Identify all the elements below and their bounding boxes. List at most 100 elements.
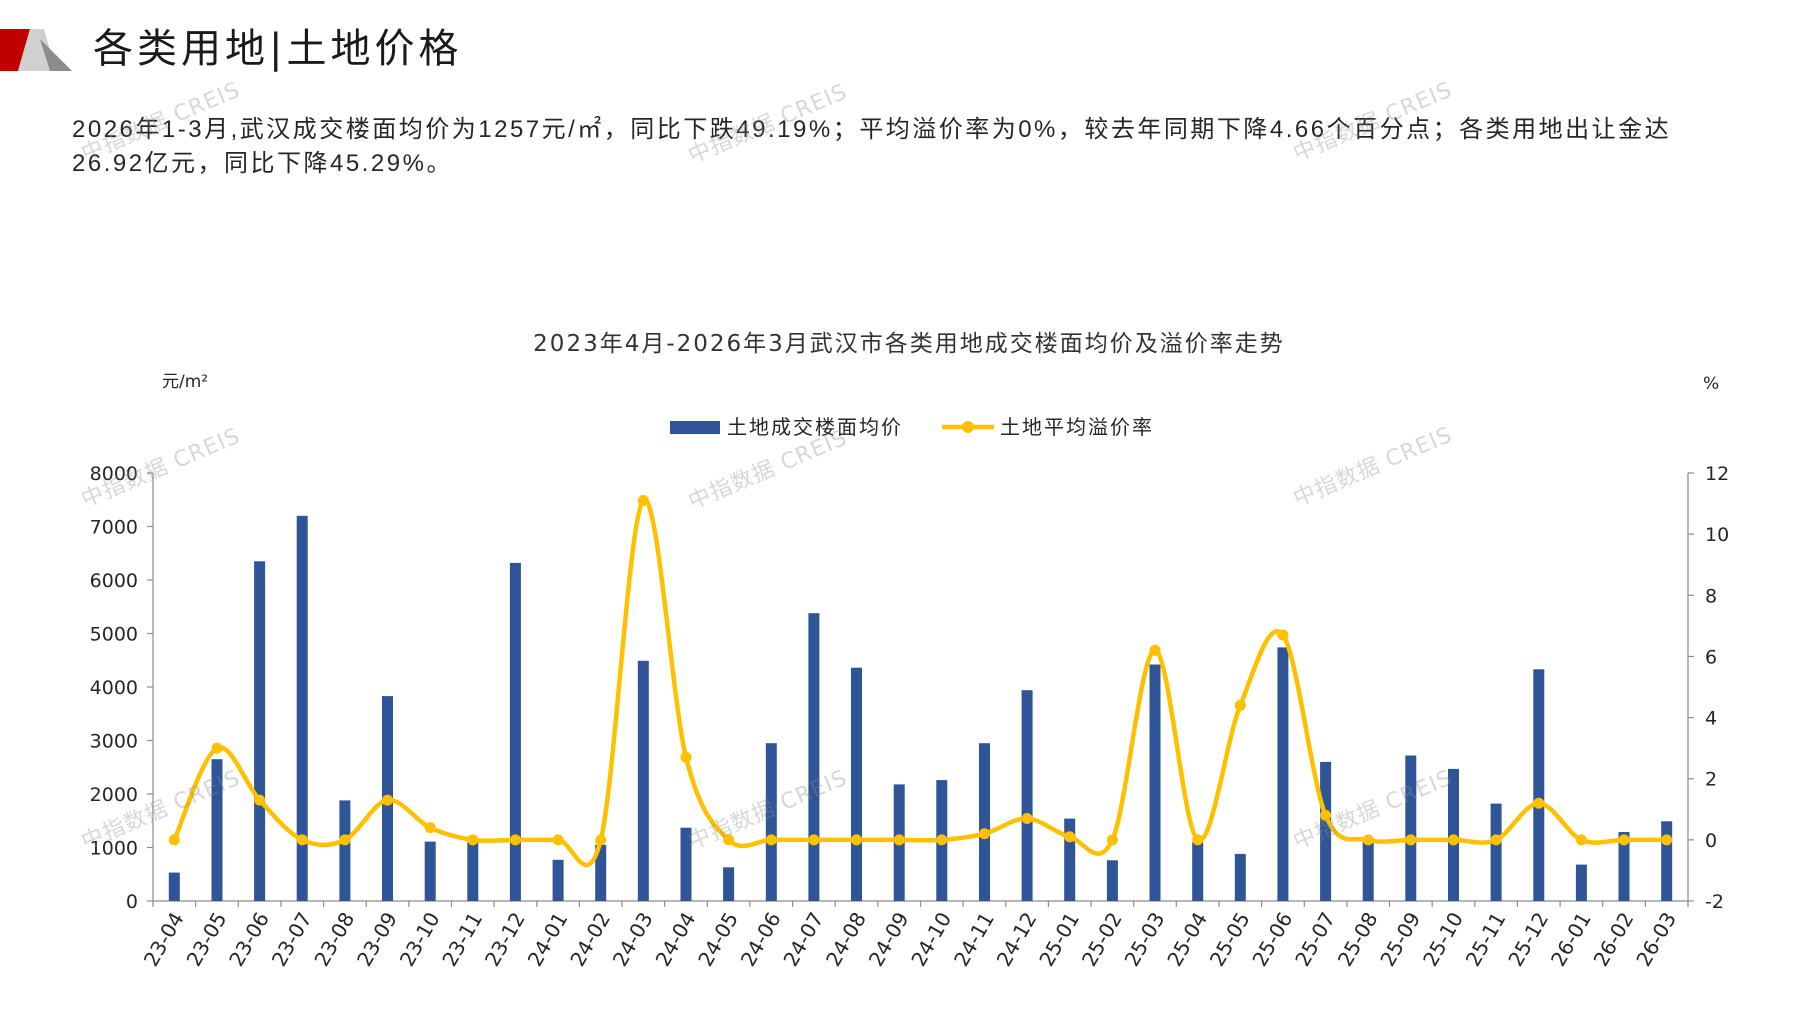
legend-label-bar: 土地成交楼面均价 [727, 415, 903, 439]
price-bar-25-09 [1405, 755, 1417, 901]
x-tick-label: 25-02 [1077, 908, 1127, 970]
x-tick-label: 25-01 [1034, 908, 1084, 970]
premium-rate-marker-24-11 [979, 828, 990, 840]
x-tick-label: 25-10 [1418, 908, 1468, 970]
price-bar-26-02 [1618, 832, 1630, 901]
premium-rate-marker-24-08 [851, 834, 862, 846]
x-tick-label: 23-12 [480, 908, 530, 970]
left-tick-label: 5000 [90, 624, 138, 646]
left-axis-unit: 元/m² [162, 372, 208, 392]
price-bar-25-03 [1149, 664, 1161, 901]
price-bar-24-11 [979, 743, 990, 901]
premium-rate-marker-23-05 [211, 742, 223, 754]
x-tick-label: 25-09 [1375, 908, 1425, 970]
legend-label-line: 土地平均溢价率 [1000, 415, 1154, 439]
x-tick-label: 25-12 [1503, 908, 1553, 970]
premium-rate-marker-24-07 [808, 834, 820, 846]
price-bar-25-05 [1234, 853, 1246, 901]
price-bar-24-04 [680, 827, 692, 901]
premium-rate-marker-24-01 [552, 834, 564, 846]
left-tick-label: 8000 [90, 463, 138, 485]
x-tick-label: 23-08 [309, 908, 359, 970]
price-bar-26-01 [1575, 864, 1587, 901]
price-bar-23-07 [296, 515, 308, 901]
x-tick-label: 23-06 [224, 908, 274, 970]
right-tick-label: 10 [1705, 524, 1729, 546]
x-tick-label: 23-07 [267, 908, 317, 970]
left-tick-label: 3000 [90, 731, 138, 753]
price-bar-23-06 [254, 561, 266, 901]
legend-swatch-bar [670, 421, 720, 434]
premium-rate-marker-26-03 [1661, 834, 1673, 846]
axes: 0 1000 2000 3000 4000 5000 6000 7000 8000 -2 0 2 4 6 8… [90, 463, 1730, 970]
x-tick-label: 24-11 [949, 908, 999, 970]
premium-rate-marker-23-09 [382, 794, 393, 806]
right-tick-label: 6 [1705, 646, 1717, 668]
price-bar-25-04 [1192, 842, 1204, 901]
right-tick-label: -2 [1705, 891, 1724, 913]
x-tick-label: 25-04 [1162, 908, 1212, 970]
price-bar-23-04 [168, 872, 180, 901]
price-bar-23-11 [467, 842, 479, 901]
price-bar-24-02 [595, 844, 607, 901]
premium-rate-marker-24-02 [595, 834, 607, 846]
premium-rate-marker-26-01 [1575, 834, 1587, 846]
x-tick-label: 24-06 [736, 908, 786, 970]
premium-rate-marker-24-03 [637, 495, 649, 506]
premium-rate-marker-23-10 [424, 822, 436, 834]
line-series [168, 495, 1673, 868]
x-tick-label: 26-03 [1631, 908, 1681, 970]
premium-rate-marker-23-07 [296, 834, 308, 846]
summary-line: 2026年1-3月,武汉成交楼面均价为1257元/㎡，同比下跌49.19%；平均… [72, 116, 1672, 143]
price-bar-24-01 [552, 859, 564, 901]
x-tick-label: 24-05 [693, 908, 743, 970]
price-bar-25-01 [1064, 818, 1076, 901]
logo-light-gray-shape [18, 29, 56, 71]
x-tick-label: 23-05 [182, 908, 232, 970]
page-title: 各类用地|土地价格 [93, 26, 463, 72]
price-bar-25-08 [1362, 841, 1374, 901]
price-bar-24-06 [765, 743, 777, 901]
price-bar-23-08 [339, 800, 351, 901]
x-tick-label: 25-03 [1120, 908, 1170, 970]
legend: 土地成交楼面均价 土地平均溢价率 [670, 415, 1154, 439]
premium-rate-marker-24-10 [936, 834, 948, 846]
x-tick-label: 24-12 [992, 908, 1042, 970]
price-bar-25-02 [1106, 860, 1118, 901]
premium-rate-marker-23-11 [467, 834, 479, 846]
x-tick-label: 23-04 [139, 908, 189, 970]
premium-rate-marker-24-09 [893, 834, 905, 846]
price-bar-23-12 [509, 562, 521, 901]
price-bar-23-10 [424, 841, 436, 901]
x-tick-label: 25-07 [1290, 908, 1340, 970]
x-tick-label: 23-09 [352, 908, 402, 970]
summary-text: 2026年1-3月,武汉成交楼面均价为1257元/㎡，同比下跌49.19%；平均… [72, 113, 1671, 181]
premium-rate-marker-25-03 [1149, 644, 1161, 656]
summary-line: 26.92亿元，同比下降45.29%。 [72, 150, 453, 177]
price-bar-25-06 [1277, 647, 1289, 901]
price-bar-25-12 [1533, 669, 1545, 901]
right-tick-label: 2 [1705, 769, 1717, 791]
x-tick-label: 24-03 [608, 908, 658, 970]
premium-rate-marker-25-08 [1362, 834, 1374, 846]
right-tick-label: 12 [1705, 463, 1729, 485]
premium-rate-marker-25-11 [1490, 834, 1502, 846]
premium-rate-marker-24-12 [1021, 813, 1033, 824]
premium-rate-marker-24-05 [723, 834, 735, 846]
right-axis-unit: % [1703, 374, 1719, 394]
x-tick-label: 25-11 [1461, 908, 1511, 970]
x-tick-label: 24-01 [523, 908, 573, 970]
right-tick-label: 8 [1705, 585, 1717, 607]
right-tick-label: 4 [1705, 708, 1717, 730]
premium-rate-marker-26-02 [1618, 834, 1630, 846]
price-bar-24-08 [851, 667, 862, 901]
x-tick-label: 23-11 [437, 908, 487, 970]
plot-area: 0 1000 2000 3000 4000 5000 6000 7000 8000 -2 0 2 4 6 8… [90, 463, 1730, 970]
premium-rate-marker-25-12 [1533, 797, 1545, 809]
premium-rate-marker-25-07 [1320, 809, 1332, 821]
price-bar-23-05 [211, 759, 223, 901]
x-tick-label: 25-05 [1205, 908, 1255, 970]
premium-rate-marker-25-10 [1448, 834, 1459, 846]
left-tick-label: 4000 [90, 677, 138, 699]
